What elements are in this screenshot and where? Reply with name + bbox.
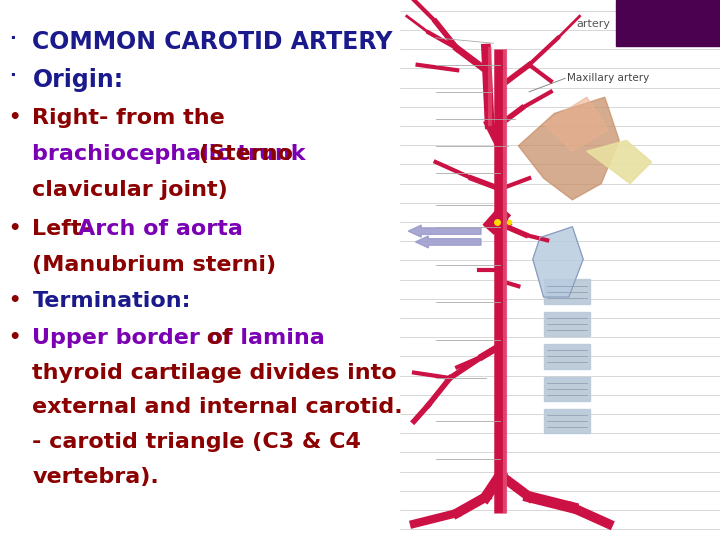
- FancyArrow shape: [415, 236, 481, 248]
- Text: Termination:: Termination:: [32, 291, 191, 310]
- Text: ·: ·: [9, 68, 16, 85]
- Text: COMMON CAROTID ARTERY: COMMON CAROTID ARTERY: [32, 30, 393, 53]
- Text: thyroid cartilage divides into: thyroid cartilage divides into: [32, 363, 397, 383]
- Text: artery: artery: [576, 19, 610, 29]
- Text: Upper border of lamina: Upper border of lamina: [32, 328, 325, 348]
- Bar: [544, 280, 590, 303]
- Polygon shape: [533, 227, 583, 297]
- Text: •: •: [9, 219, 21, 238]
- Text: •: •: [9, 108, 21, 127]
- Text: clavicular joint): clavicular joint): [32, 180, 228, 200]
- Text: Left-: Left-: [32, 219, 99, 239]
- Text: ·: ·: [9, 30, 16, 48]
- Bar: [544, 377, 590, 401]
- Bar: [544, 345, 590, 368]
- Polygon shape: [518, 97, 619, 200]
- FancyArrow shape: [408, 225, 481, 237]
- Text: external and internal carotid.: external and internal carotid.: [32, 397, 403, 417]
- Text: Maxillary artery: Maxillary artery: [567, 73, 649, 83]
- Polygon shape: [587, 140, 652, 184]
- Text: - carotid triangle (C3 & C4: - carotid triangle (C3 & C4: [32, 432, 361, 452]
- Text: (Manubrium sterni): (Manubrium sterni): [32, 255, 276, 275]
- Bar: [544, 409, 590, 433]
- Text: (Sterno: (Sterno: [192, 144, 293, 164]
- Text: brachiocephalic trunk: brachiocephalic trunk: [32, 144, 306, 164]
- Text: of: of: [199, 328, 231, 348]
- Polygon shape: [544, 97, 608, 151]
- Text: Arch of aorta: Arch of aorta: [78, 219, 243, 239]
- Bar: [616, 0, 720, 46]
- Text: Origin:: Origin:: [32, 68, 124, 91]
- Bar: [544, 312, 590, 336]
- Text: •: •: [9, 291, 21, 309]
- Text: Right- from the: Right- from the: [32, 108, 225, 128]
- Text: vertebra).: vertebra).: [32, 467, 159, 487]
- Text: •: •: [9, 328, 21, 347]
